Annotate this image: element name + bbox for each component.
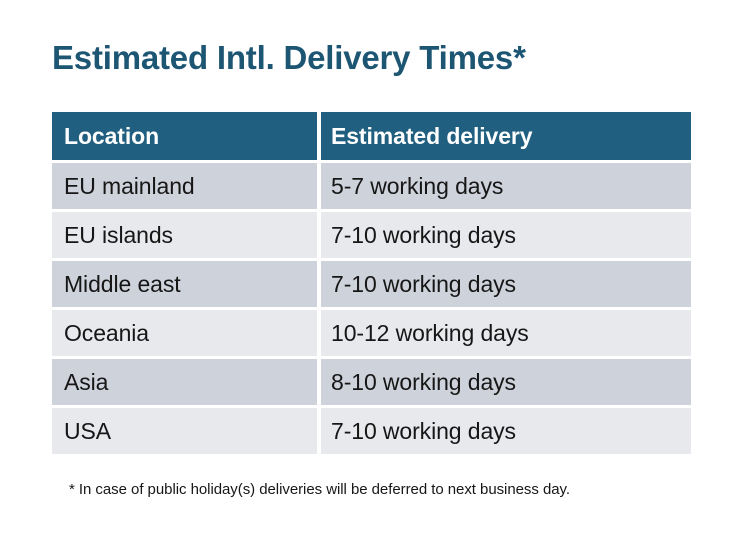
cell-location-text: EU mainland — [64, 172, 195, 199]
cell-estimated-delivery: 7-10 working days — [321, 212, 691, 258]
footnote-text: * In case of public holiday(s) deliverie… — [69, 481, 570, 498]
cell-estimated-delivery: 8-10 working days — [321, 359, 691, 405]
cell-estimated-delivery-text: 7-10 working days — [331, 221, 516, 248]
column-header-location-label: Location — [64, 122, 160, 149]
cell-estimated-delivery-text: 7-10 working days — [331, 270, 516, 297]
table-row: USA 7-10 working days — [52, 408, 691, 454]
cell-location: USA — [52, 408, 317, 454]
cell-location-text: Middle east — [64, 270, 181, 297]
delivery-times-table: Location Estimated delivery EU mainland … — [52, 112, 691, 457]
cell-location-text: Asia — [64, 368, 109, 395]
table-header-row: Location Estimated delivery — [52, 112, 691, 160]
cell-estimated-delivery-text: 7-10 working days — [331, 417, 516, 444]
cell-estimated-delivery-text: 5-7 working days — [331, 172, 504, 199]
table-row: Oceania 10-12 working days — [52, 310, 691, 356]
cell-location: EU mainland — [52, 163, 317, 209]
cell-location-text: EU islands — [64, 221, 173, 248]
cell-location: Middle east — [52, 261, 317, 307]
cell-location-text: USA — [64, 417, 111, 444]
table-row: Middle east 7-10 working days — [52, 261, 691, 307]
cell-estimated-delivery: 5-7 working days — [321, 163, 691, 209]
cell-location: EU islands — [52, 212, 317, 258]
column-header-estimated-delivery-label: Estimated delivery — [331, 122, 533, 149]
table-row: EU islands 7-10 working days — [52, 212, 691, 258]
table-row: EU mainland 5-7 working days — [52, 163, 691, 209]
cell-estimated-delivery: 7-10 working days — [321, 408, 691, 454]
cell-estimated-delivery-text: 8-10 working days — [331, 368, 516, 395]
cell-location: Oceania — [52, 310, 317, 356]
table-row: Asia 8-10 working days — [52, 359, 691, 405]
cell-estimated-delivery: 7-10 working days — [321, 261, 691, 307]
cell-location: Asia — [52, 359, 317, 405]
cell-estimated-delivery-text: 10-12 working days — [331, 319, 529, 346]
cell-location-text: Oceania — [64, 319, 149, 346]
cell-estimated-delivery: 10-12 working days — [321, 310, 691, 356]
column-header-estimated-delivery: Estimated delivery — [321, 112, 691, 160]
column-header-location: Location — [52, 112, 317, 160]
page-title: Estimated Intl. Delivery Times* — [52, 39, 526, 76]
